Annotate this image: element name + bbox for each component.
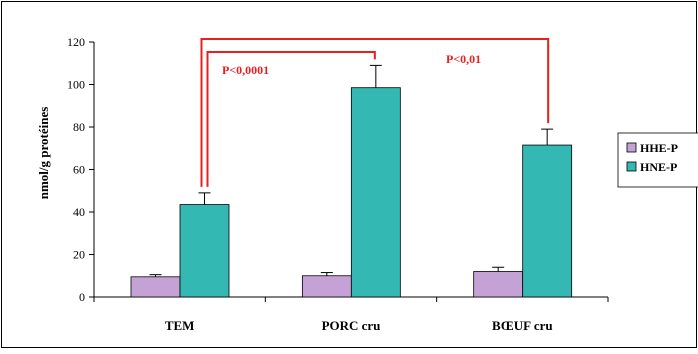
- bar-hne-p: [350, 87, 401, 298]
- y-tick-label: 0: [79, 290, 85, 304]
- y-axis-label: nmol/g protéines: [36, 107, 51, 200]
- y-tick-label: 100: [67, 78, 85, 92]
- significance-label: P<0,01: [446, 52, 481, 66]
- bar-hhe-p: [473, 271, 524, 298]
- significance-bracket: [206, 51, 376, 187]
- legend-swatch-hhe-p: [626, 142, 637, 153]
- legend-label: HHE-P: [640, 141, 678, 155]
- legend-label: HNE-P: [640, 160, 677, 174]
- y-tick-label: 60: [73, 163, 85, 177]
- y-tick-label: 20: [73, 248, 85, 262]
- significance-label: P<0,0001: [222, 63, 269, 77]
- bar-hne-p: [522, 144, 573, 298]
- bar-hne-p: [179, 204, 230, 298]
- bar-hhe-p: [301, 275, 352, 298]
- y-tick-label: 80: [73, 120, 85, 134]
- x-tick-label: PORC cru: [322, 318, 381, 333]
- legend-box: [617, 132, 698, 188]
- significance-bracket: [200, 38, 550, 187]
- y-tick-label: 120: [67, 35, 85, 49]
- x-tick-label: TEM: [165, 318, 195, 333]
- bar-hhe-p: [130, 276, 181, 298]
- y-tick-label: 40: [73, 205, 85, 219]
- legend-swatch-hne-p: [626, 161, 637, 172]
- plot-area: 0 20 40 60 80 100 120 TEM PORC cru BŒUF cru P<0,00…: [67, 35, 698, 333]
- x-tick-label: BŒUF cru: [492, 318, 553, 333]
